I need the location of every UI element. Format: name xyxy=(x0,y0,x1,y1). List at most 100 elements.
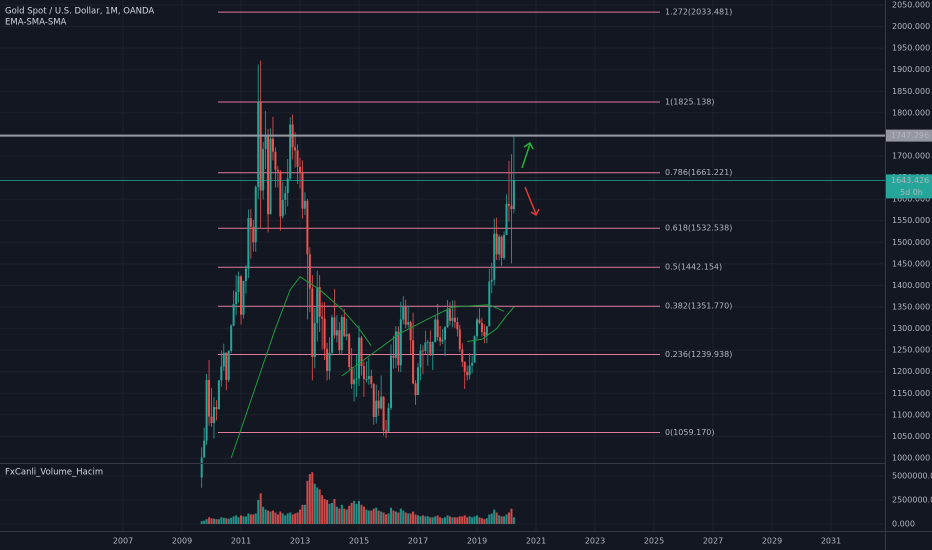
volume-bar xyxy=(421,515,424,525)
candle-body xyxy=(350,366,353,385)
x-tick-label: 2007 xyxy=(113,537,133,546)
volume-bar xyxy=(483,519,486,525)
volume-bar xyxy=(284,515,287,525)
volume-bar xyxy=(264,509,267,525)
volume-bar xyxy=(468,516,471,525)
candle-body xyxy=(267,136,270,215)
volume-bar xyxy=(247,513,250,525)
volume-bar xyxy=(227,518,230,525)
volume-bar xyxy=(478,517,481,525)
candle-body xyxy=(328,352,331,371)
candle-body xyxy=(421,350,424,352)
candle-body xyxy=(326,348,329,371)
volume-bar xyxy=(340,504,343,525)
indicator-line xyxy=(467,306,515,342)
x-tick-label: 2011 xyxy=(231,537,251,546)
candle-body xyxy=(353,379,356,385)
candle-body xyxy=(299,166,302,172)
volume-bar xyxy=(375,507,378,525)
fib-label: 0.382(1351.770) xyxy=(665,302,732,311)
candle-body xyxy=(360,337,363,367)
volume-bar xyxy=(286,513,289,525)
x-tick-label: 2023 xyxy=(585,537,605,546)
candle-body xyxy=(257,101,260,188)
volume-bar xyxy=(495,512,498,525)
candle-body xyxy=(414,383,417,396)
candle-body xyxy=(203,440,206,458)
volume-bar xyxy=(308,474,311,525)
volume-bar xyxy=(493,509,496,525)
volume-bar xyxy=(240,515,243,525)
candle-body xyxy=(500,236,503,258)
candle-body xyxy=(424,342,427,351)
candle-body xyxy=(205,379,208,441)
volume-bar xyxy=(249,514,252,525)
indicator-line xyxy=(230,276,372,459)
candle-body xyxy=(294,147,297,151)
candle-body xyxy=(429,341,432,354)
volume-bar xyxy=(473,516,476,525)
volume-bar xyxy=(424,516,427,525)
volume-bar xyxy=(271,510,274,525)
x-tick-label: 2031 xyxy=(821,537,841,546)
volume-bar xyxy=(355,503,358,525)
candle-body xyxy=(208,379,211,417)
fib-label: 1(1825.138) xyxy=(665,98,715,107)
candle-body xyxy=(512,180,515,210)
volume-bar xyxy=(208,517,211,525)
x-tick-label: 2025 xyxy=(644,537,664,546)
volume-bar xyxy=(267,510,270,525)
candle-body xyxy=(507,203,510,206)
volume-bar xyxy=(448,516,451,525)
volume-bar xyxy=(404,512,407,525)
candle-body xyxy=(458,329,461,350)
volume-bar xyxy=(362,506,365,525)
candle-body xyxy=(242,281,245,315)
y-tick-label: 1800.000 xyxy=(892,108,930,117)
volume-bar xyxy=(353,500,356,525)
candle-body xyxy=(200,457,203,478)
x-tick-label: 2021 xyxy=(526,537,546,546)
volume-bar xyxy=(471,517,474,525)
candle-body xyxy=(448,309,451,321)
volume-bar xyxy=(335,506,338,525)
candle-body xyxy=(318,287,321,317)
indicator-line xyxy=(341,304,505,377)
volume-bar xyxy=(453,517,456,525)
candle-body xyxy=(235,291,238,304)
y-tick-label: 1050.000 xyxy=(892,432,930,441)
volume-bar xyxy=(490,513,493,525)
candle-body xyxy=(338,330,341,351)
candle-body xyxy=(417,367,420,396)
candle-body xyxy=(276,169,279,172)
volume-bar xyxy=(414,514,417,525)
volume-bar xyxy=(279,511,282,525)
candle-body xyxy=(387,407,390,432)
volume-bar xyxy=(235,515,238,525)
candle-body xyxy=(402,306,405,320)
volume-bar xyxy=(458,516,461,525)
x-tick-label: 2015 xyxy=(349,537,369,546)
volume-bar xyxy=(232,516,235,525)
volume-bar xyxy=(306,480,309,525)
volume-bar xyxy=(350,502,353,525)
volume-bar xyxy=(299,509,302,525)
candle-body xyxy=(222,352,225,367)
volume-bar xyxy=(488,514,491,525)
y-tick-label: 1250.000 xyxy=(892,346,930,355)
candle-body xyxy=(259,101,262,191)
volume-bar xyxy=(505,514,508,525)
volume-bar xyxy=(212,518,215,525)
candle-body xyxy=(269,138,272,215)
volume-bar xyxy=(382,512,385,525)
candle-body xyxy=(493,233,496,280)
candle-body xyxy=(340,316,343,351)
volume-bar xyxy=(291,514,294,525)
volume-title: FxCanli_Volume_Hacim xyxy=(5,468,103,478)
fib-label: 0(1059.170) xyxy=(665,428,715,437)
candle-body xyxy=(439,337,442,342)
candle-body xyxy=(217,380,220,410)
volume-bar xyxy=(444,517,447,525)
candle-body xyxy=(271,138,274,152)
volume-bar xyxy=(370,510,373,525)
